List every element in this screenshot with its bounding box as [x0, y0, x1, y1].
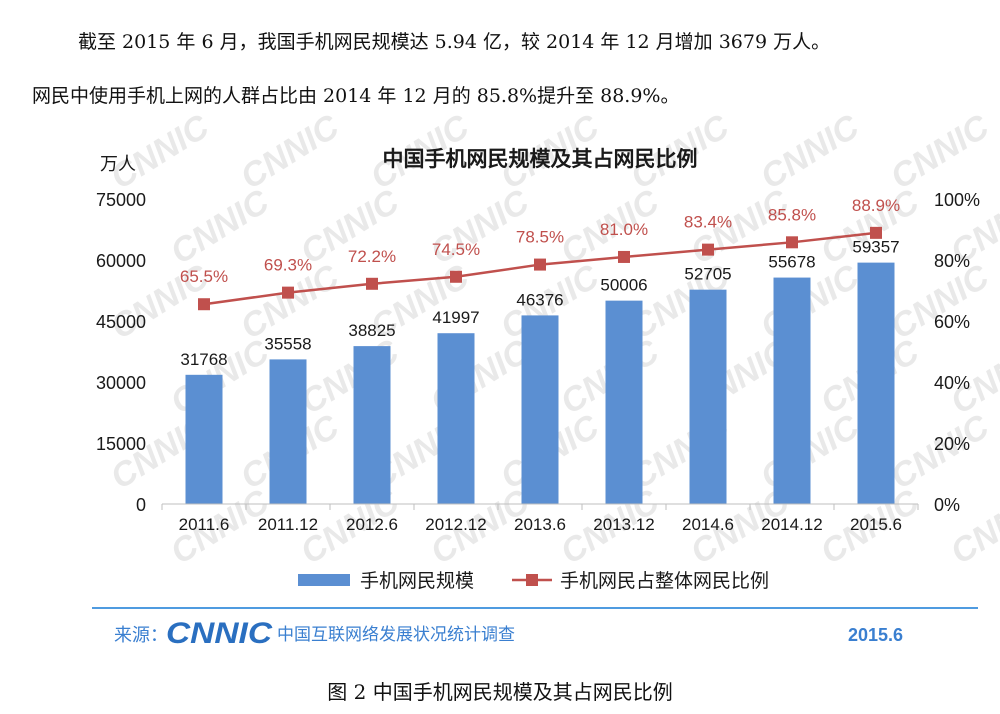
line-value-label: 65.5%	[180, 267, 228, 286]
bar-value-label: 35558	[264, 334, 311, 353]
watermark-text: CNNIC	[754, 107, 866, 197]
line-value-label: 81.0%	[600, 220, 648, 239]
x-tick-label: 2013.6	[514, 515, 566, 534]
line-value-label: 83.4%	[684, 213, 732, 232]
y-right-tick-label: 80%	[934, 251, 970, 271]
y-left-tick-label: 0	[136, 495, 146, 515]
paragraph-1: 截至 2015 年 6 月，我国手机网民规模达 5.94 亿，较 2014 年 …	[78, 31, 831, 53]
watermark-text: CNNIC	[884, 107, 996, 197]
legend-bar-label: 手机网民规模	[360, 570, 474, 592]
line-value-label: 74.5%	[432, 240, 480, 259]
y-right-tick-label: 100%	[934, 190, 980, 210]
y-right-tick-label: 40%	[934, 373, 970, 393]
bar	[437, 333, 475, 504]
y-left-tick-label: 45000	[96, 312, 146, 332]
x-tick-label: 2011.12	[258, 515, 318, 534]
bar	[521, 315, 559, 504]
bar	[353, 346, 391, 504]
bar	[605, 300, 643, 504]
line-series	[198, 226, 882, 311]
line-value-label: 72.2%	[348, 247, 396, 266]
line-point	[366, 277, 378, 290]
bar-value-label: 31768	[180, 350, 227, 369]
y-left-tick-label: 15000	[96, 434, 146, 454]
x-tick-label: 2014.12	[761, 515, 822, 534]
watermark-text: CNNIC	[104, 107, 216, 197]
watermark-text: CNNIC	[164, 182, 276, 272]
legend-line-label: 手机网民占整体网民比例	[560, 570, 769, 592]
line-point	[618, 250, 630, 263]
x-axis: 2011.6 2011.12 2012.6 2012.12 2013.6 2013.12 2…	[161, 504, 919, 534]
y-left-tick-label: 75000	[96, 190, 146, 210]
y-axis-left: 75000 60000 45000 30000 15000 0	[96, 190, 146, 515]
bar-series	[185, 262, 895, 504]
x-tick-label: 2012.6	[346, 515, 398, 534]
footer-source-text: 中国互联网络发展状况统计调查	[277, 625, 515, 644]
watermark-text: CNNIC	[234, 107, 346, 197]
y-right-tick-label: 20%	[934, 434, 970, 454]
line-point	[702, 243, 714, 256]
bar-value-label: 50006	[600, 276, 647, 295]
bar	[857, 262, 895, 504]
line-point	[870, 226, 882, 239]
y-axis-right: 100% 80% 60% 40% 20% 0%	[934, 190, 980, 515]
bar-value-label: 59357	[852, 238, 899, 257]
line-point	[282, 286, 294, 299]
bar-value-label: 41997	[432, 308, 479, 327]
line-labels: 65.5% 69.3% 72.2% 74.5% 78.5% 81.0% 83.4% 85.8%…	[180, 196, 900, 286]
bar	[773, 277, 811, 504]
bar-value-label: 46376	[516, 290, 563, 309]
chart-title: 中国手机网民规模及其占网民比例	[383, 147, 698, 171]
bar-value-label: 55678	[768, 253, 815, 272]
footer-date: 2015.6	[848, 625, 903, 645]
y-axis-unit-label: 万人	[100, 154, 136, 174]
x-tick-label: 2012.12	[425, 515, 486, 534]
footer-source-label: 来源：	[114, 625, 168, 645]
cnnic-logo: CNNIC	[166, 617, 273, 650]
line-value-label: 78.5%	[516, 228, 564, 247]
x-tick-label: 2015.6	[850, 515, 902, 534]
legend: 手机网民规模 手机网民占整体网民比例	[298, 570, 769, 592]
line-value-label: 88.9%	[852, 196, 900, 215]
line-value-label: 85.8%	[768, 205, 816, 224]
line-point	[786, 236, 798, 249]
x-tick-label: 2013.12	[593, 515, 654, 534]
bar	[185, 374, 223, 504]
x-tick-label: 2011.6	[179, 515, 230, 534]
x-tick-label: 2014.6	[682, 515, 734, 534]
y-right-tick-label: 60%	[934, 312, 970, 332]
figure-caption: 图 2 中国手机网民规模及其占网民比例	[327, 680, 673, 704]
line-point	[198, 298, 210, 311]
bar	[269, 359, 307, 504]
bar-labels: 31768 35558 38825 41997 46376 50006 52705 55678…	[180, 238, 899, 369]
line-value-label: 69.3%	[264, 256, 312, 275]
line-point	[450, 270, 462, 283]
legend-bar-swatch	[298, 574, 350, 586]
bar-value-label: 38825	[348, 321, 395, 340]
y-right-tick-label: 0%	[934, 495, 960, 515]
chart: CNNIC CNNIC CNNIC CNNIC CNNIC CNNIC CNNICCNNIC…	[92, 107, 1000, 650]
legend-line-marker	[526, 574, 538, 586]
y-left-tick-label: 30000	[96, 373, 146, 393]
y-left-tick-label: 60000	[96, 251, 146, 271]
bar	[689, 289, 727, 504]
bar-value-label: 52705	[684, 265, 731, 284]
paragraph-2: 网民中使用手机上网的人群占比由 2014 年 12 月的 85.8%提升至 88…	[32, 85, 680, 107]
line-point	[534, 258, 546, 271]
